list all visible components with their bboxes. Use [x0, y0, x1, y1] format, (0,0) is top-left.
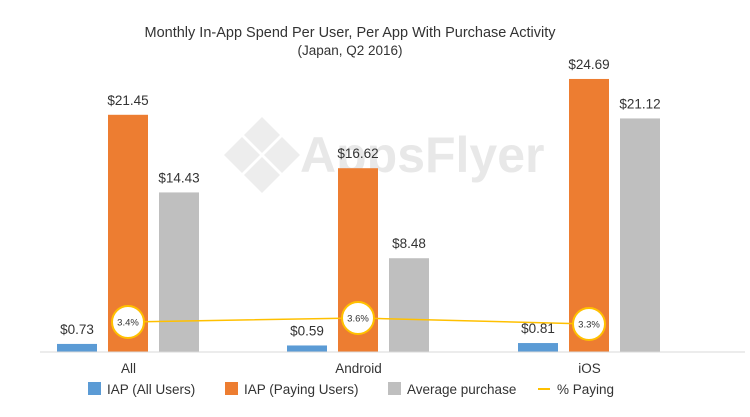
- legend-label: Average purchase: [407, 382, 516, 397]
- data-label: $0.73: [60, 322, 94, 337]
- x-tick-label: Android: [335, 361, 382, 376]
- bar-3-3: [620, 118, 660, 352]
- line-point: [111, 305, 145, 339]
- x-tick-label: All: [121, 361, 136, 376]
- line-point-label: 3.6%: [347, 314, 369, 325]
- labels-layer: $0.73 $21.45 $14.43 All $0.59 $16.62 $8.48 Andr…: [60, 57, 661, 376]
- data-label: $21.12: [619, 96, 660, 111]
- chart-title: Monthly In-App Spend Per User, Per App W…: [144, 25, 556, 41]
- line-point-label: 3.4%: [117, 318, 139, 329]
- legend-label: IAP (Paying Users): [244, 382, 359, 397]
- legend-label: % Paying: [557, 382, 614, 397]
- line-point: [341, 301, 375, 335]
- data-label: $0.59: [290, 323, 324, 338]
- line-point: [572, 307, 606, 341]
- chart-subtitle: (Japan, Q2 2016): [297, 43, 402, 58]
- legend-label: IAP (All Users): [107, 382, 195, 397]
- line-point-label: 3.3%: [578, 320, 600, 331]
- watermark: AppsFlyer: [224, 117, 545, 193]
- bar-1-2: [287, 345, 327, 352]
- line-layer: 3.4% 3.6% 3.3%: [111, 301, 606, 341]
- bar-1-3: [518, 343, 558, 352]
- legend-swatch: [88, 382, 101, 395]
- data-label: $8.48: [392, 236, 426, 251]
- x-tick-label: iOS: [578, 361, 601, 376]
- bar-1-1: [57, 343, 97, 352]
- data-label: $14.43: [158, 170, 199, 185]
- bar-3-2: [389, 258, 429, 352]
- data-label: $16.62: [337, 146, 378, 161]
- legend: IAP (All Users) IAP (Paying Users) Average…: [88, 382, 614, 397]
- bar-2-3: [569, 78, 609, 353]
- appsflyer-logo-icon: [224, 117, 300, 193]
- data-label: $0.81: [521, 321, 555, 336]
- bars-layer: [57, 78, 660, 353]
- data-label: $21.45: [107, 93, 148, 108]
- data-label: $24.69: [568, 57, 609, 72]
- legend-swatch: [225, 382, 238, 395]
- legend-swatch: [388, 382, 401, 395]
- bar-3-1: [159, 192, 199, 352]
